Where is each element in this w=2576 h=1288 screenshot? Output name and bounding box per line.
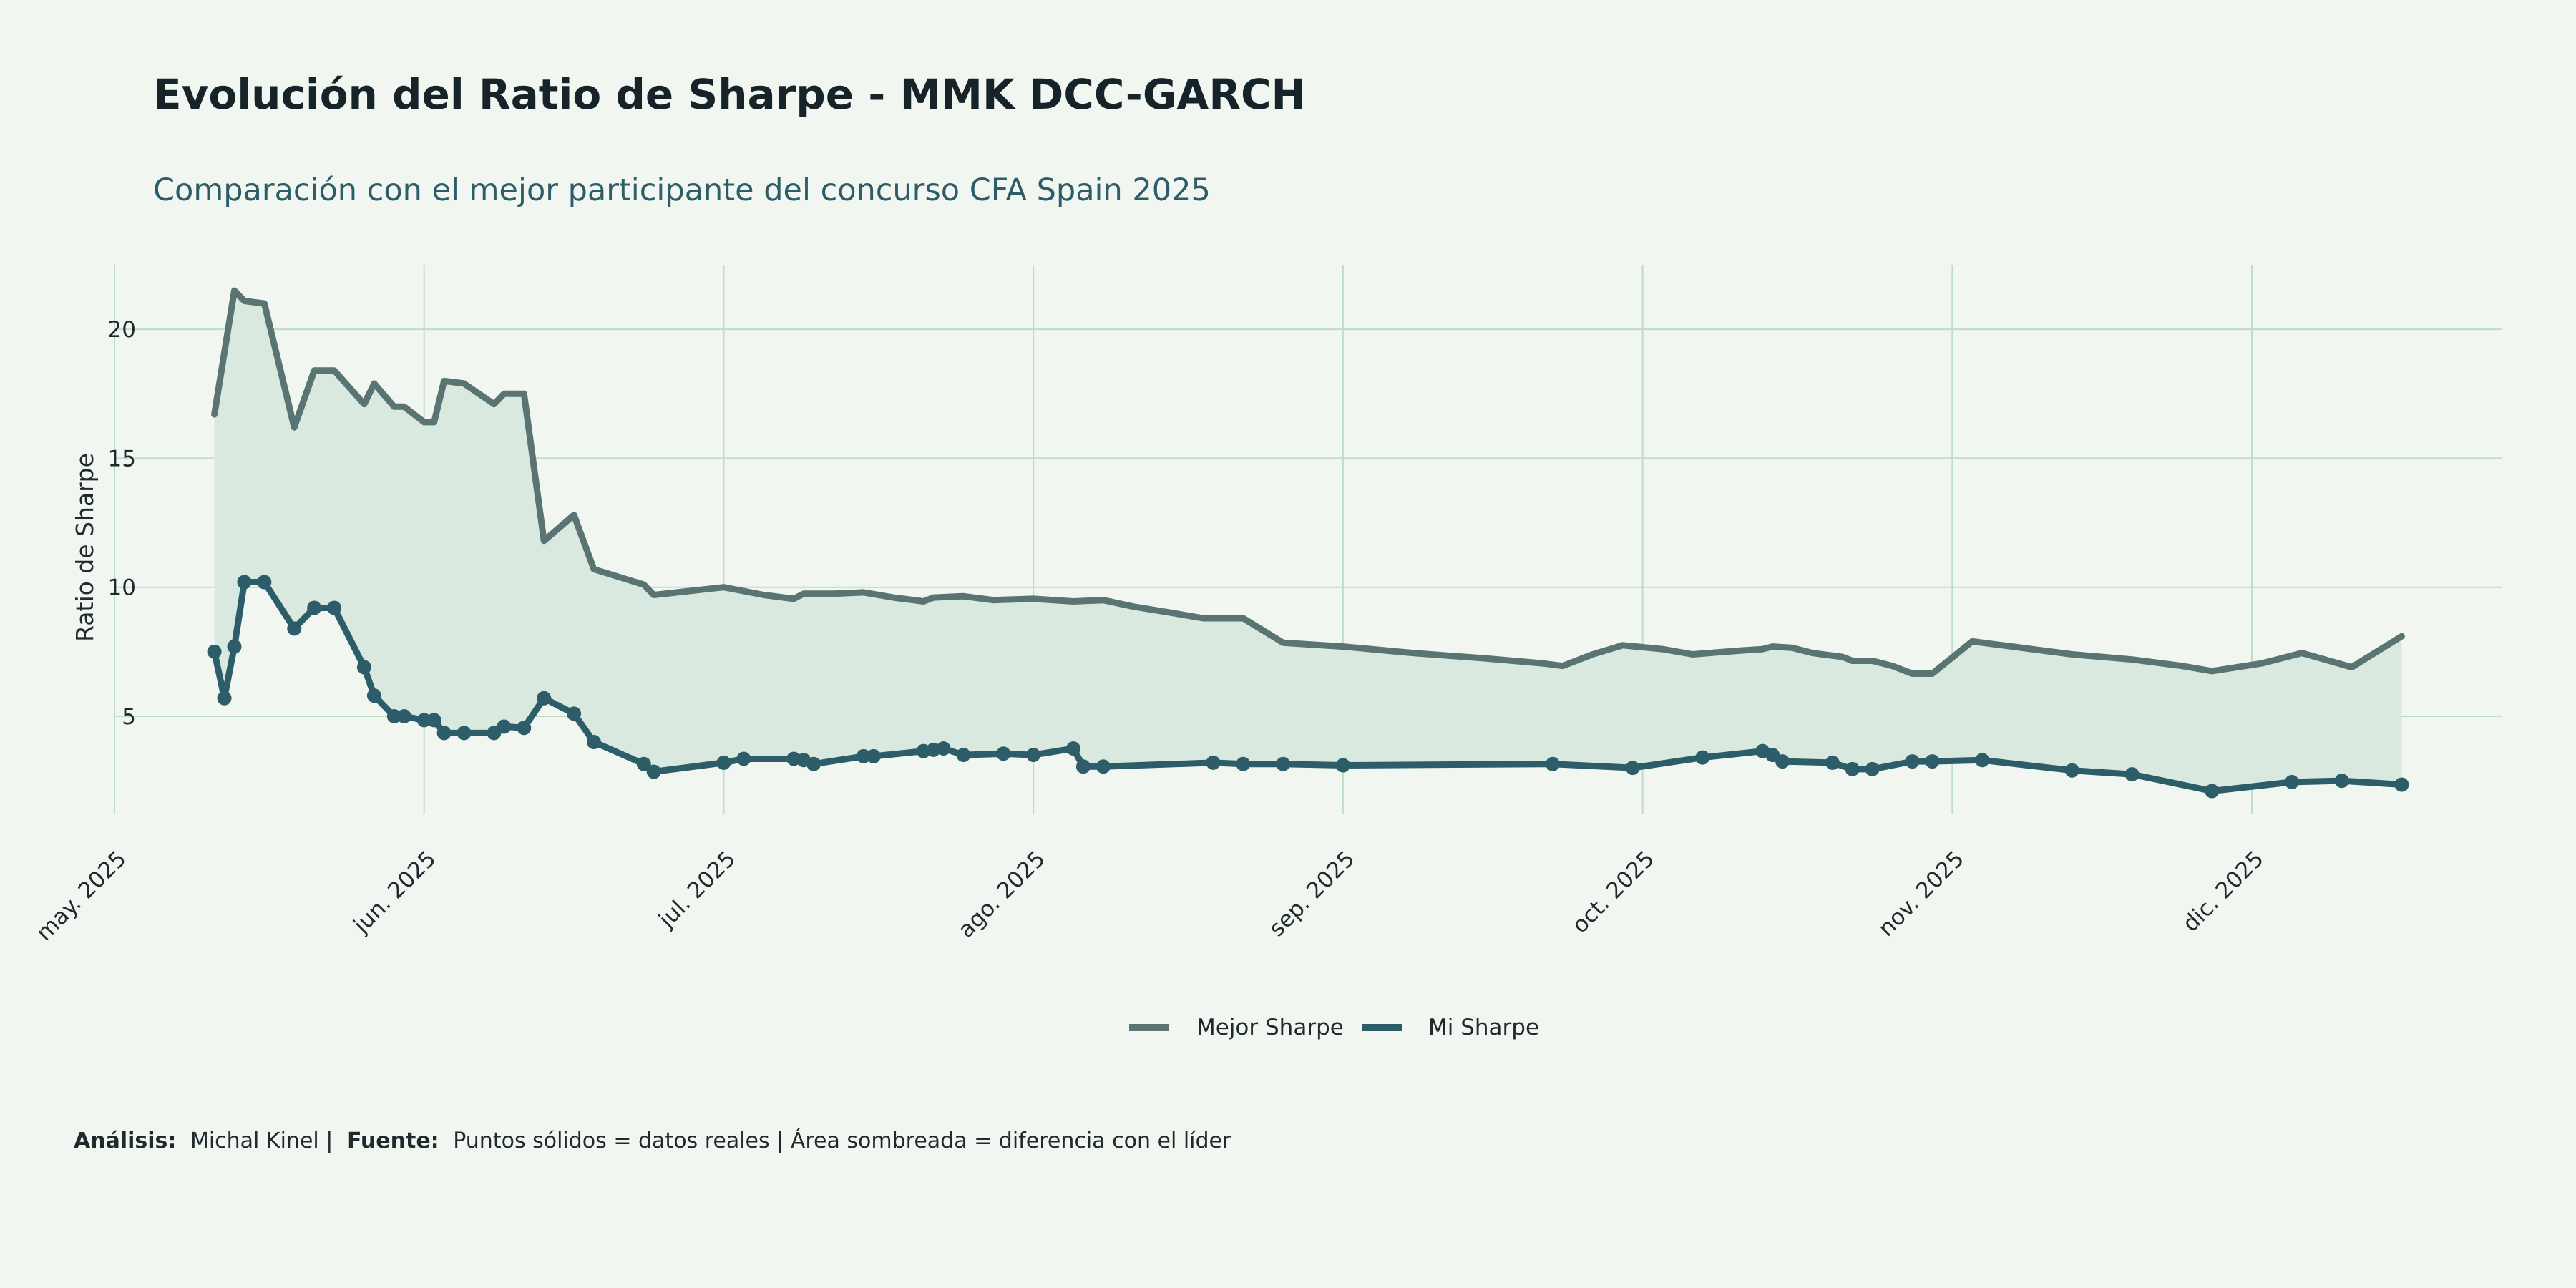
y-axis-title: Ratio de Sharpe [71,453,99,642]
series-points [207,575,2409,799]
data-point-mi [287,621,302,636]
data-point-mi [386,708,401,723]
caption-source-label: Fuente: [347,1128,439,1153]
data-point-mi [2284,774,2299,789]
data-point-mi [2205,784,2220,799]
y-tick-label: 5 [122,704,136,730]
data-point-mi [996,746,1011,761]
data-point-mi [237,575,252,590]
y-tick-label: 10 [108,575,136,601]
x-tick-label: jul. 2025 [653,846,741,933]
data-point-mi [936,741,951,756]
data-point-mi [436,726,452,741]
x-tick-label: oct. 2025 [1567,846,1659,938]
data-point-mi [356,660,371,675]
chart-title: Evolución del Ratio de Sharpe - MMK DCC-… [153,70,1306,119]
series-line-mejor [211,287,2405,677]
data-point-mi [2394,777,2409,792]
y-tick-label: 20 [108,317,136,343]
data-point-mi [1775,754,1790,769]
data-point-mi [567,706,582,721]
data-point-mi [636,756,651,771]
caption-analysis-value: Michal Kinel | [190,1128,333,1153]
data-point-mi [307,600,322,615]
x-tick-label: nov. 2025 [1873,846,1969,942]
data-point-mi [1905,754,1920,769]
data-point-mi [716,755,731,770]
data-point-mi [1206,755,1221,770]
y-axis-ticks: 5 10 15 20 [108,317,136,730]
data-point-mi [1276,756,1291,771]
data-point-mi [1065,741,1080,756]
data-point-mi [1825,755,1840,770]
data-point-mi [366,688,381,703]
data-point-mi [1845,761,1860,776]
data-point-mi [1695,750,1710,765]
legend: Mejor Sharpe Mi Sharpe [1129,1015,1539,1040]
x-tick-label: sep. 2025 [1264,846,1360,942]
caption-source-value: Puntos sólidos = datos reales | Área som… [453,1128,1231,1153]
difference-area-layer [214,291,2402,791]
data-point-mi [2124,767,2140,782]
data-point-mi [956,748,971,763]
data-point-mi [327,600,342,615]
y-tick-label: 15 [108,446,136,472]
legend-label-mejor: Mejor Sharpe [1196,1015,1344,1040]
data-point-mi [806,756,821,771]
x-tick-label: jun. 2025 [348,846,441,939]
data-point-mi [217,691,232,706]
data-point-mi [207,644,222,659]
data-point-mi [1625,761,1640,776]
data-point-mi [2334,774,2349,789]
data-point-mi [1096,759,1111,774]
data-point-mi [856,748,871,763]
x-axis-ticks: may. 2025 jun. 2025 jul. 2025 ago. 2025 sep.… [31,846,2269,946]
data-point-mi [1925,754,1940,769]
caption-analysis-label: Análisis: [74,1128,176,1153]
x-tick-label: dic. 2025 [2177,846,2268,937]
data-point-mi [1545,756,1560,771]
data-point-mi [646,764,661,779]
data-point-mi [1335,758,1350,773]
data-point-mi [1075,759,1091,774]
difference-area [214,291,2402,791]
data-point-mi [1865,761,1880,776]
chart-subtitle: Comparación con el mejor participante de… [153,172,1211,208]
data-point-mi [497,719,512,734]
data-point-mi [416,713,431,728]
x-tick-label: ago. 2025 [953,846,1050,943]
data-point-mi [457,726,472,741]
data-point-mi [257,575,272,590]
data-point-mi [537,691,552,706]
data-point-mi [2064,763,2079,778]
data-point-mi [426,713,441,728]
data-point-mi [1975,753,1990,768]
data-point-mi [1236,756,1251,771]
x-tick-label: may. 2025 [31,846,132,946]
legend-label-mi: Mi Sharpe [1428,1015,1539,1040]
data-point-mi [396,708,411,723]
caption: Análisis: Michal Kinel | Fuente: Puntos … [74,1128,1231,1153]
data-point-mi [1026,748,1041,763]
data-point-mi [227,639,242,654]
data-point-mi [517,721,532,736]
data-point-mi [736,751,751,766]
data-point-mi [866,748,881,763]
data-point-mi [586,735,601,750]
